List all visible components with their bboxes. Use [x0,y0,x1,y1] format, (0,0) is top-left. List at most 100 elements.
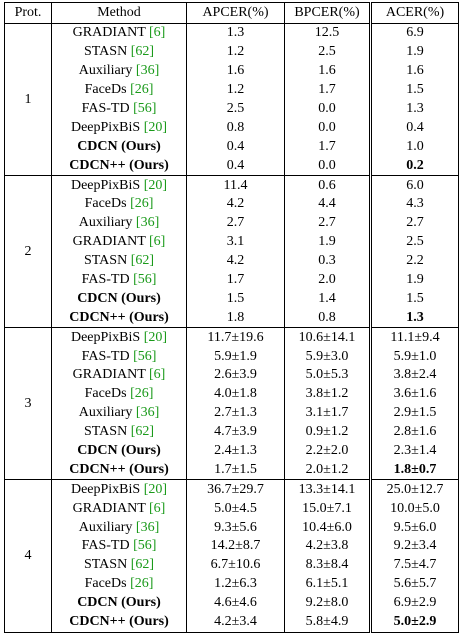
acer-cell: 3.6±1.6 [369,384,459,404]
table-row: 4 DeepPixBiS [20] 36.7±29.7 13.3±14.1 25.0±1… [4,479,459,633]
method-cell: FaceDs [26] [51,195,187,214]
table-row: FAS-TD [56] 5.9±1.9 5.9±3.0 5.9±1.0 [5,347,459,367]
method-name: Auxiliary [78,405,133,421]
apcer-cell: 5.0±4.5 [186,499,285,519]
method-name: CDCN++ (Ours) [69,157,169,173]
apcer-cell: 11.4 [186,175,285,196]
method-cell: CDCN++ (Ours) [51,308,187,329]
apcer-cell: 4.7±3.9 [186,422,285,442]
bpcer-cell: 1.7 [284,80,371,100]
method-name: CDCN (Ours) [77,290,161,306]
citation: [26] [130,386,154,402]
method-cell: Auxiliary [36] [51,61,187,81]
protocol-cell: 2 [4,175,52,329]
table-row: Auxiliary [36] 9.3±5.6 10.4±6.0 9.5±6.0 [5,518,459,538]
table-row: CDCN (Ours) 4.6±4.6 9.2±8.0 6.9±2.9 [5,593,459,613]
bpcer-cell: 6.1±5.1 [284,574,371,594]
method-cell: STASN [62] [51,42,187,62]
apcer-cell: 4.2±3.4 [186,612,285,633]
table-row: STASN [62] 6.7±10.6 8.3±8.4 7.5±4.7 [5,555,459,575]
method-cell: STASN [62] [51,422,187,442]
bpcer-cell: 10.6±14.1 [284,327,371,348]
table-row: STASN [62] 4.7±3.9 0.9±1.2 2.8±1.6 [5,422,459,442]
acer-cell: 1.5 [369,80,459,100]
acer-cell: 4.3 [369,195,459,214]
header-cell: Prot. [4,2,52,24]
acer-cell: 1.3 [369,99,459,119]
bpcer-cell: 0.9±1.2 [284,422,371,442]
protocol-cell: 3 [4,327,52,481]
header-cell: Method [51,2,187,24]
apcer-cell: 1.7±1.5 [186,460,285,481]
bpcer-cell: 4.2±3.8 [284,537,371,556]
header-row: Prot. Method APCER(%) BPCER(%) ACER(%) [4,2,459,24]
bpcer-cell: 0.6 [284,175,371,196]
bpcer-cell: 1.4 [284,289,371,309]
method-name: FaceDs [84,386,127,402]
citation: [36] [135,63,160,79]
citation: [62] [130,557,155,573]
header-cell: BPCER(%) [284,2,371,24]
method-name: GRADIANT [72,234,146,250]
bpcer-cell: 1.9 [284,232,371,252]
apcer-cell: 2.4±1.3 [186,441,285,461]
apcer-cell: 2.7±1.3 [186,403,285,423]
method-cell: GRADIANT [6] [51,499,187,519]
method-name: FaceDs [84,82,127,98]
bpcer-cell: 2.0±1.2 [284,460,371,481]
citation: [6] [149,500,166,516]
acer-cell: 10.0±5.0 [369,499,459,519]
method-name: FAS-TD [81,348,130,364]
acer-cell: 0.2 [369,156,459,177]
acer-cell: 5.9±1.0 [369,347,459,367]
method-name: FaceDs [84,576,127,592]
bpcer-cell: 8.3±8.4 [284,555,371,575]
method-cell: GRADIANT [6] [51,232,187,252]
method-cell: FaceDs [26] [51,80,187,100]
table-row: CDCN++ (Ours) 1.7±1.5 2.0±1.2 1.8±0.7 [5,460,459,481]
method-cell: CDCN (Ours) [51,441,187,461]
table-row: GRADIANT [6] 5.0±4.5 15.0±7.1 10.0±5.0 [5,499,459,519]
method-cell: CDCN++ (Ours) [51,156,187,177]
table-row: 2 DeepPixBiS [20] 11.4 0.6 6.0 [4,175,459,329]
citation: [36] [135,215,160,231]
method-name: FAS-TD [81,538,130,554]
method-cell: FAS-TD [56] [51,99,187,119]
method-name: GRADIANT [72,367,146,383]
acer-cell: 2.8±1.6 [369,422,459,442]
table-row: STASN [62] 1.2 2.5 1.9 [5,42,459,62]
acer-cell: 1.9 [369,42,459,62]
method-cell: FAS-TD [56] [51,270,187,290]
bpcer-cell: 2.2±2.0 [284,441,371,461]
citation: [6] [149,234,166,250]
bpcer-cell: 0.0 [284,156,371,177]
apcer-cell: 3.1 [186,232,285,252]
table-row: FAS-TD [56] 1.7 2.0 1.9 [5,270,459,290]
method-cell: FAS-TD [56] [51,537,187,556]
method-cell: Auxiliary [36] [51,403,187,423]
method-name: GRADIANT [72,25,146,41]
apcer-cell: 1.5 [186,289,285,309]
apcer-cell: 2.7 [186,213,285,233]
method-cell: CDCN++ (Ours) [51,460,187,481]
table-row: GRADIANT [6] 2.6±3.9 5.0±5.3 3.8±2.4 [5,366,459,385]
method-name: STASN [83,44,128,60]
apcer-cell: 4.2 [186,195,285,214]
method-name: CDCN++ (Ours) [69,309,169,325]
method-cell: GRADIANT [6] [51,366,187,385]
acer-cell: 1.8±0.7 [369,460,459,481]
method-cell: FAS-TD [56] [51,347,187,367]
acer-cell: 1.9 [369,270,459,290]
acer-cell: 1.3 [369,308,459,329]
citation: [56] [133,538,157,554]
acer-cell: 2.5 [369,232,459,252]
table-row: GRADIANT [6] 3.1 1.9 2.5 [5,232,459,252]
bpcer-cell: 0.3 [284,251,371,271]
method-name: CDCN (Ours) [77,138,161,154]
method-cell: GRADIANT [6] [51,23,187,43]
acer-cell: 1.0 [369,137,459,157]
citation: [56] [133,101,157,116]
table-row: CDCN (Ours) 1.5 1.4 1.5 [5,289,459,309]
table-row: 3 DeepPixBiS [20] 11.7±19.6 10.6±14.1 11.1±9… [4,327,459,481]
